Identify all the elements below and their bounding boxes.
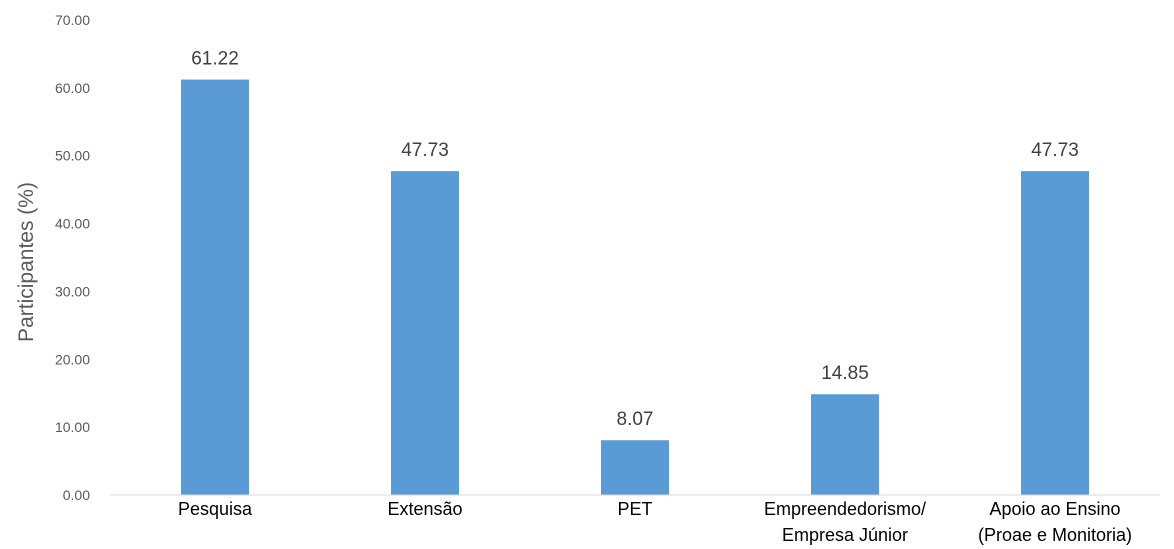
data-label: 47.73 [401, 140, 449, 161]
category-label: Empreendedorismo/ [764, 499, 926, 519]
bar [1021, 171, 1089, 495]
category-label: PET [617, 499, 652, 519]
y-tick-label: 70.00 [55, 12, 90, 28]
bar [181, 79, 249, 495]
y-tick-label: 20.00 [55, 351, 90, 367]
data-label: 47.73 [1031, 140, 1079, 161]
category-labels: Pesquisa Extensão PET Empreendedorismo/Empr… [178, 499, 1132, 545]
data-label: 61.22 [191, 49, 239, 70]
data-label: 8.07 [617, 409, 654, 430]
bars [181, 79, 1089, 495]
category-label: Apoio ao Ensino [989, 499, 1120, 519]
y-tick-label: 10.00 [55, 419, 90, 435]
data-labels: 61.22 47.73 8.07 14.85 47.73 [191, 49, 1079, 431]
y-tick-label: 50.00 [55, 148, 90, 164]
category-label: Pesquisa [178, 499, 253, 519]
bar [601, 440, 669, 495]
data-label: 14.85 [821, 363, 869, 384]
bar [391, 171, 459, 495]
y-axis-ticks: 0.00 10.00 20.00 30.00 40.00 50.00 60.00 70.00 [55, 12, 90, 503]
y-tick-label: 30.00 [55, 283, 90, 299]
y-tick-label: 60.00 [55, 80, 90, 96]
y-tick-label: 0.00 [63, 487, 90, 503]
y-axis-label: Participantes (%) [15, 182, 38, 342]
y-tick-label: 40.00 [55, 216, 90, 232]
category-label: Extensão [387, 499, 462, 519]
bar [811, 394, 879, 495]
category-label: (Proae e Monitoria) [978, 525, 1132, 545]
category-label: Empresa Júnior [782, 525, 908, 545]
